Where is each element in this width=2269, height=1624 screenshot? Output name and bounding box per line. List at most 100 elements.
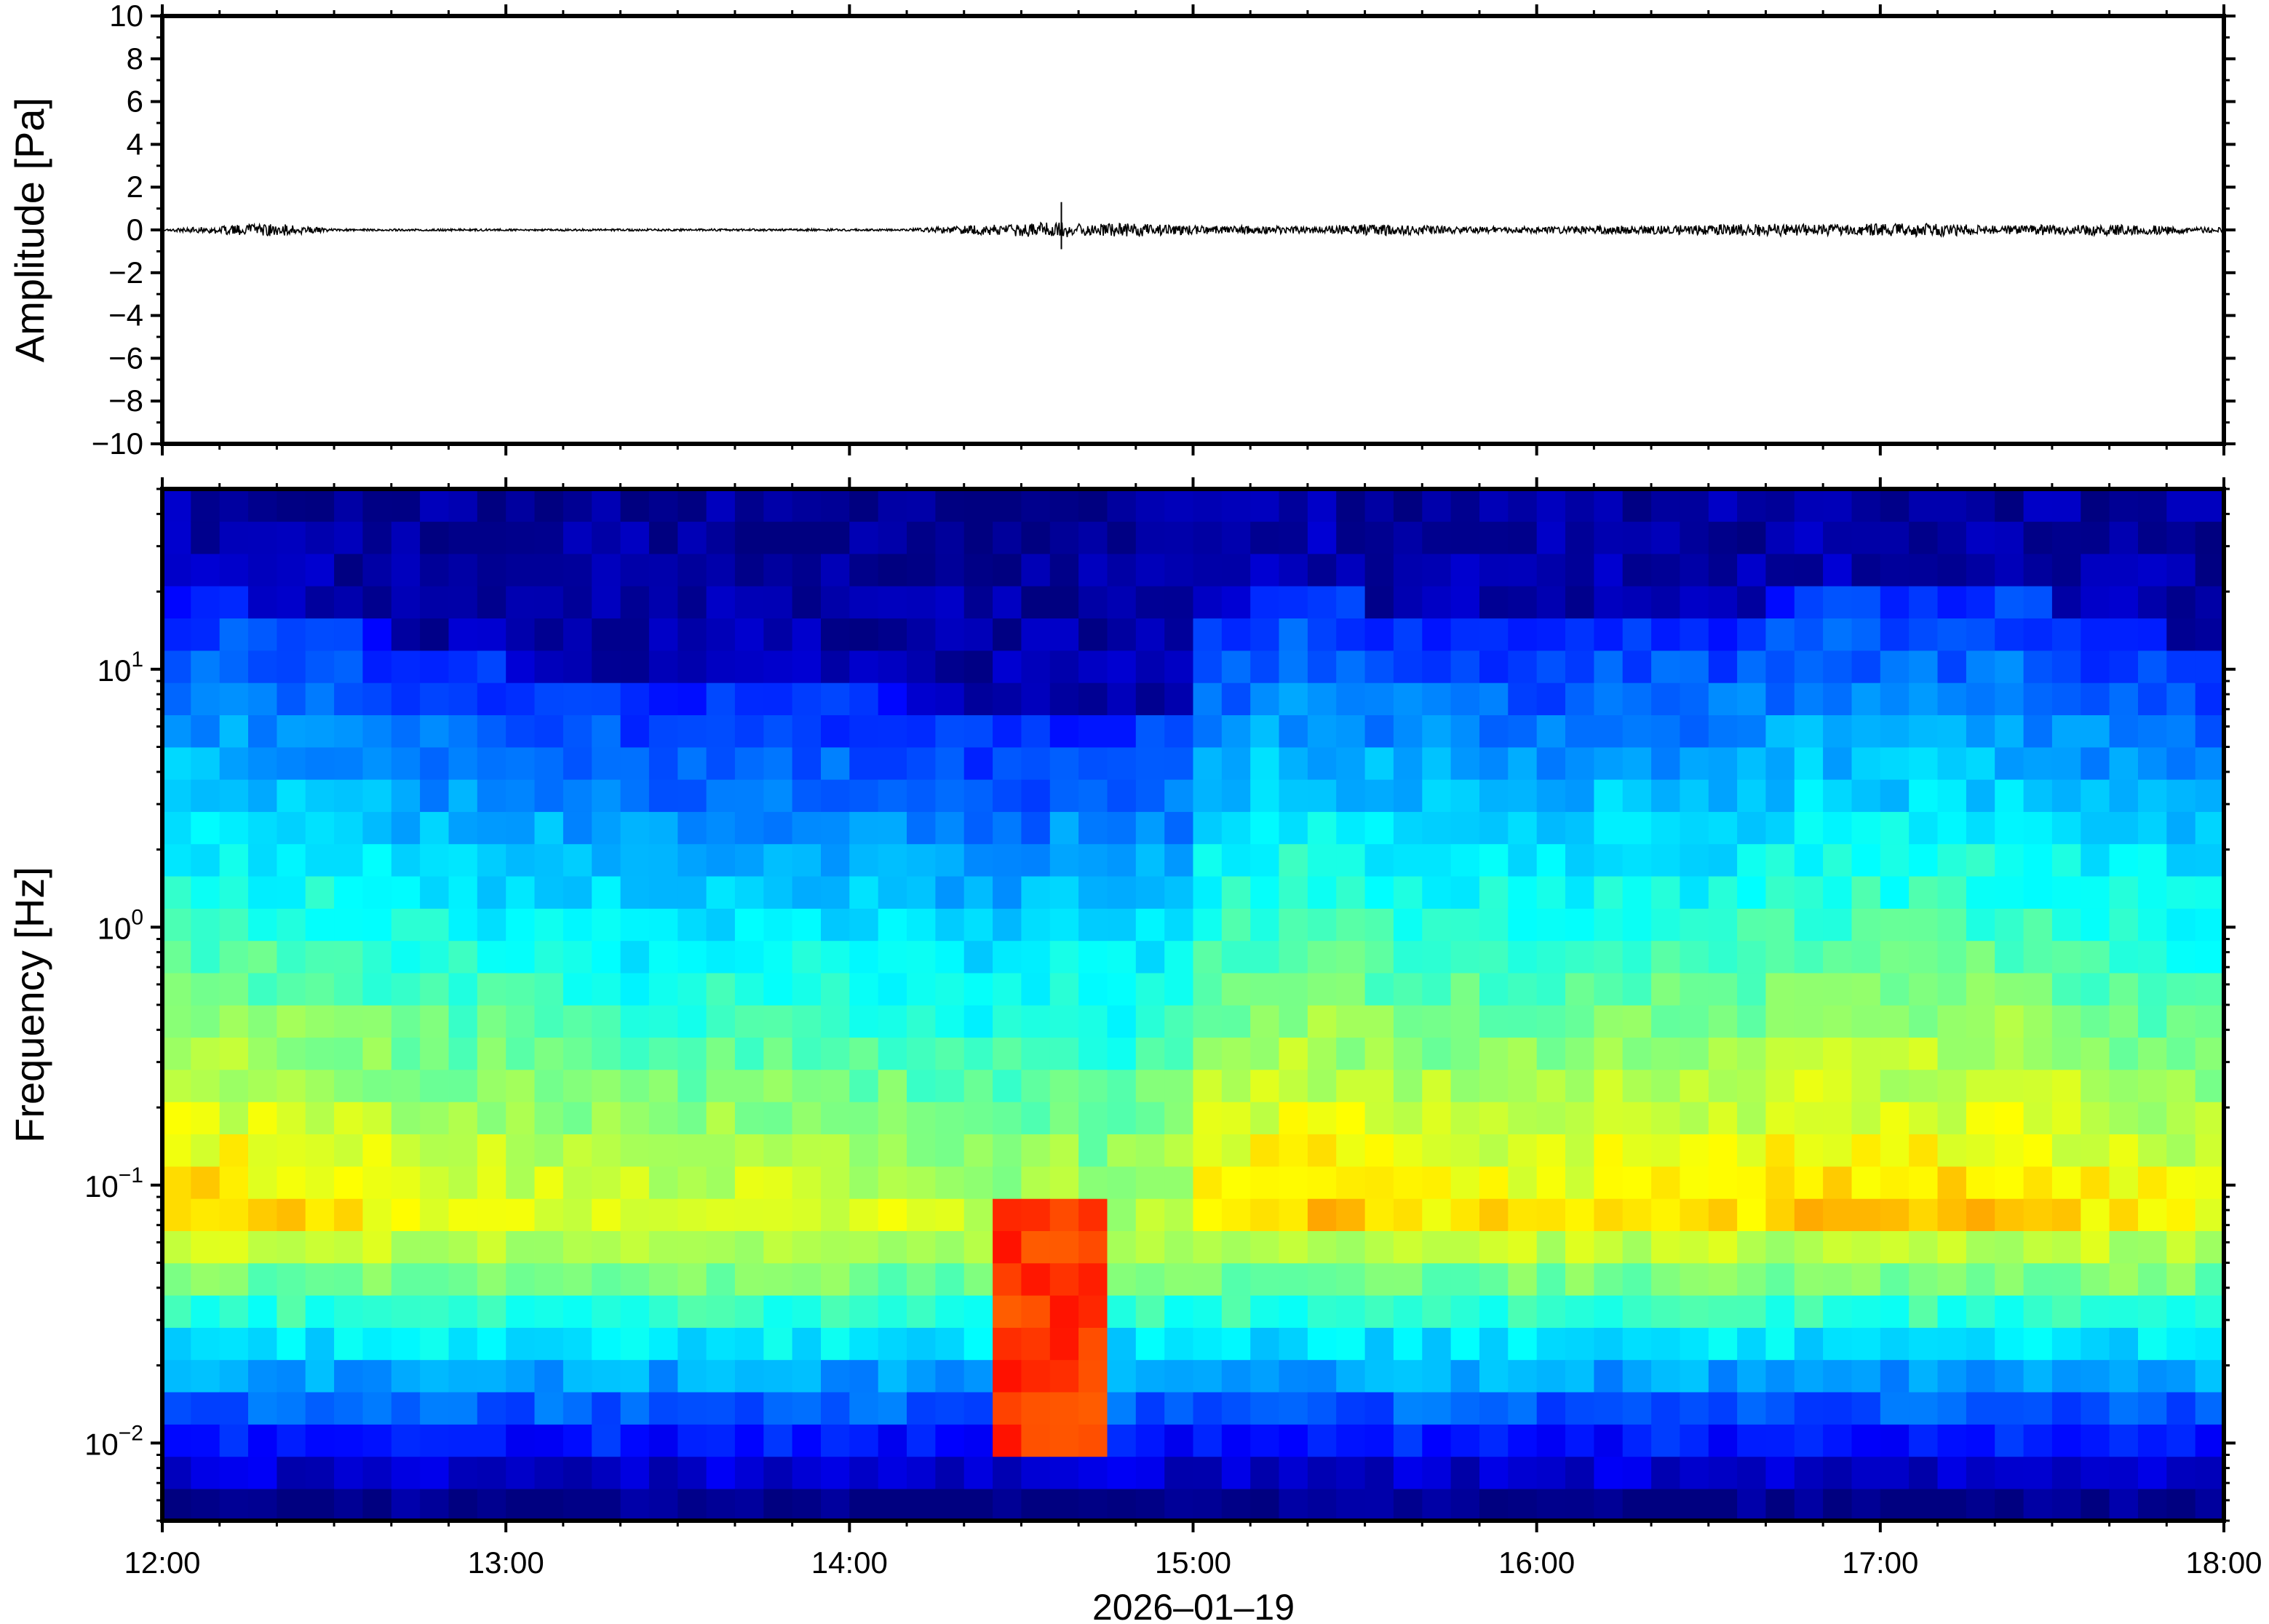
spectrogram-cell (420, 1230, 450, 1264)
spectrogram-cell (1622, 875, 1652, 909)
spectrogram-cell (1422, 1327, 1452, 1361)
spectrogram-cell (592, 1134, 621, 1167)
spectrogram-cell (162, 875, 192, 909)
spectrogram-cell (420, 1424, 450, 1457)
spectrogram-cell (1479, 1101, 1509, 1134)
spectrogram-cell (792, 682, 822, 715)
spectrogram-cell (648, 843, 678, 877)
spectrogram-cell (963, 1327, 993, 1361)
spectrogram-cell (1508, 1488, 1538, 1521)
spectrogram-cell (620, 875, 650, 909)
spectrogram-cell (993, 1488, 1022, 1521)
spectrogram-cell (506, 972, 536, 1006)
spectrogram-cell (878, 1198, 907, 1231)
spectrogram-cell (734, 1101, 764, 1134)
spectrogram-cell (1422, 747, 1452, 780)
spectrogram-cell (2051, 1037, 2081, 1070)
spectrogram-cell (1794, 521, 1824, 554)
spectrogram-cell (162, 553, 192, 586)
spectrogram-cell (592, 1391, 621, 1425)
spectrogram-cell (1937, 715, 1967, 748)
spectrogram-cell (706, 1069, 736, 1102)
spectrogram-cell (1909, 489, 1939, 522)
spectrogram-cell (648, 1262, 678, 1296)
spectrogram-cell (2195, 1005, 2225, 1038)
spectrogram-cell (763, 972, 793, 1006)
spectrogram-cell (563, 585, 592, 618)
spectrogram-cell (2023, 1230, 2053, 1264)
spectrogram-cell (1680, 1294, 1709, 1328)
spectrogram-cell (963, 811, 993, 845)
spectrogram-cell (1364, 779, 1394, 812)
spectrogram-cell (1049, 682, 1079, 715)
spectrogram-cell (648, 1101, 678, 1134)
spectrogram-cell (191, 1101, 220, 1134)
spectrogram-cell (1622, 715, 1652, 748)
spectrogram-cell (620, 811, 650, 845)
waveform-trace (162, 221, 2225, 239)
spectrogram-cell (2138, 1101, 2168, 1134)
spectrogram-cell (1364, 843, 1394, 877)
spectrogram-cell (1336, 940, 1366, 974)
spectrogram-cell (1479, 972, 1509, 1006)
spectrogram-cell (592, 618, 621, 651)
spectrogram-cell (1021, 747, 1051, 780)
spectrogram-cell (1508, 779, 1538, 812)
spectrogram-cell (1737, 1391, 1767, 1425)
spectrogram-cell (706, 1327, 736, 1361)
spectrogram-cell (1364, 1134, 1394, 1167)
spectrogram-cell (1565, 553, 1595, 586)
spectrogram-cell (763, 1166, 793, 1199)
spectrogram-cell (1737, 585, 1767, 618)
spectrogram-cell (362, 1198, 392, 1231)
spectrogram-cell (1880, 1069, 1910, 1102)
spectrogram-cell (1937, 747, 1967, 780)
spectrogram-cell (1450, 521, 1480, 554)
spectrogram-cell (620, 715, 650, 748)
spectrogram-cell (1450, 940, 1480, 974)
spectrogram-cell (792, 1198, 822, 1231)
spectrogram-cell (1966, 1230, 1995, 1264)
spectrogram-cell (1508, 1359, 1538, 1393)
spectrogram-cell (1393, 972, 1423, 1006)
spectrogram-cell (1536, 1327, 1566, 1361)
spectrogram-cell (477, 553, 506, 586)
spectrogram-cell (1450, 1101, 1480, 1134)
spectrogram-cell (963, 875, 993, 909)
spectrogram-cell (1336, 1391, 1366, 1425)
spectrogram-cell (1937, 682, 1967, 715)
spectrogram-cell (734, 1198, 764, 1231)
spectrogram-cell (1279, 1391, 1308, 1425)
spectrogram-cell (420, 489, 450, 522)
spectrogram-cell (1765, 618, 1795, 651)
spectrogram-cell (334, 618, 364, 651)
spectrogram-cell (935, 1294, 965, 1328)
spectrogram-cell (2166, 1005, 2196, 1038)
spectrogram-cell (1765, 553, 1795, 586)
spectrogram-cell (506, 618, 536, 651)
spectrogram-cell (1393, 1262, 1423, 1296)
spectrogram-cell (1193, 940, 1223, 974)
spectrogram-cell (706, 1488, 736, 1521)
spectrogram-cell (620, 1262, 650, 1296)
spectrogram-cell (907, 521, 937, 554)
y-tick-label: 2 (127, 170, 143, 204)
spectrogram-cell (1078, 875, 1108, 909)
spectrogram-cell (963, 553, 993, 586)
spectrogram-cell (1164, 521, 1194, 554)
spectrogram-cell (2138, 1262, 2168, 1296)
spectrogram-cell (1279, 1456, 1308, 1489)
y-tick-label: 6 (127, 84, 143, 119)
spectrogram-cell (1909, 1069, 1939, 1102)
spectrogram-cell (1651, 843, 1681, 877)
spectrogram-cell (1393, 1069, 1423, 1102)
spectrogram-cell (391, 1294, 421, 1328)
spectrogram-cell (2081, 618, 2110, 651)
spectrogram-cell (763, 1230, 793, 1264)
spectrogram-cell (1765, 585, 1795, 618)
spectrogram-cell (1393, 1134, 1423, 1167)
spectrogram-cell (1708, 1005, 1738, 1038)
spectrogram-cell (1450, 747, 1480, 780)
spectrogram-cell (1479, 1456, 1509, 1489)
spectrogram-cell (792, 521, 822, 554)
